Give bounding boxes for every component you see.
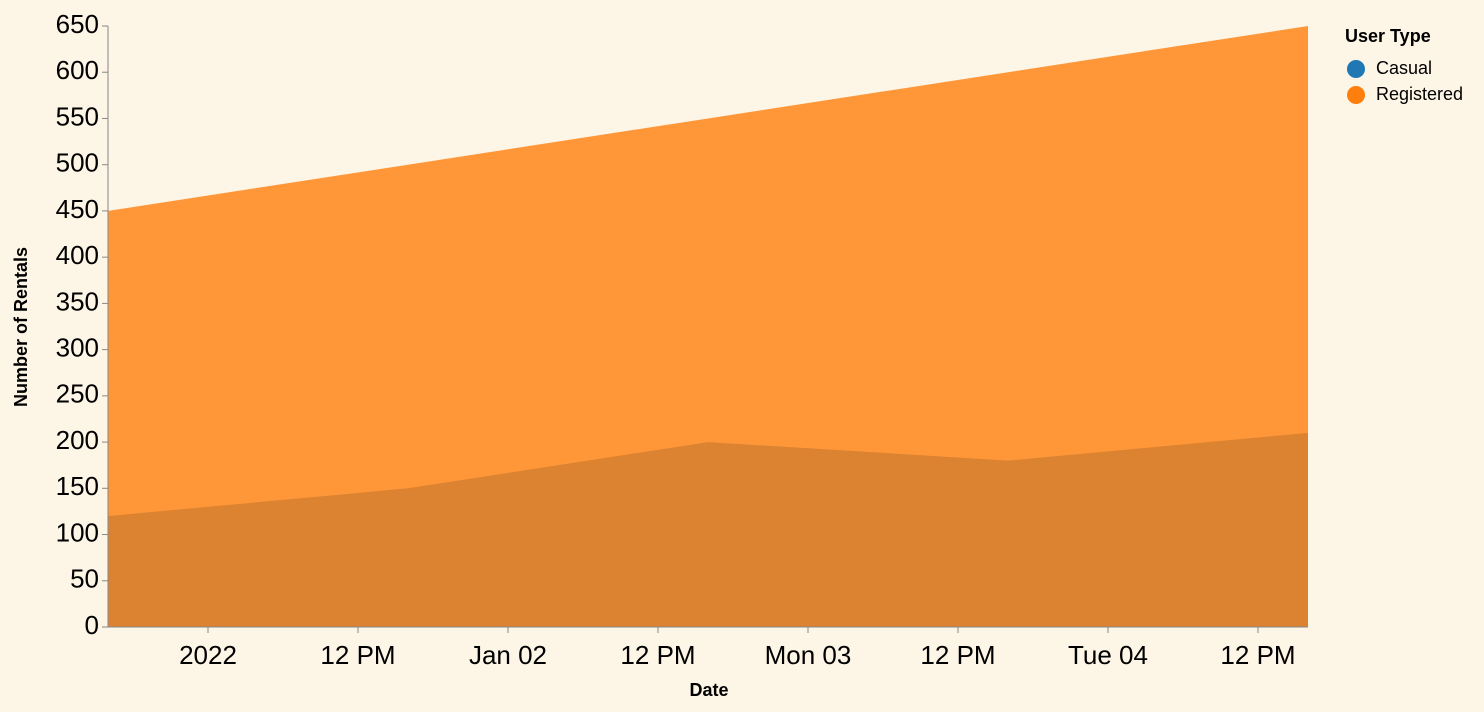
x-tick-label: Tue 04 (1068, 640, 1148, 670)
x-tick-label: 12 PM (320, 640, 395, 670)
y-tick-label: 100 (56, 517, 99, 547)
x-tick-label: 12 PM (920, 640, 995, 670)
y-tick-label: 500 (56, 148, 99, 178)
y-tick-label: 350 (56, 286, 99, 316)
legend-swatch (1347, 86, 1365, 104)
legend-label: Casual (1376, 58, 1432, 78)
y-tick-label: 450 (56, 194, 99, 224)
x-tick-label: 12 PM (620, 640, 695, 670)
area (108, 26, 1308, 627)
y-tick-label: 150 (56, 471, 99, 501)
x-tick-label: Mon 03 (765, 640, 852, 670)
x-tick-label: Jan 02 (469, 640, 547, 670)
y-axis-label: Number of Rentals (11, 247, 31, 407)
x-axis-label: Date (689, 680, 728, 700)
x-tick-label: 12 PM (1220, 640, 1295, 670)
y-tick-label: 250 (56, 379, 99, 409)
y-tick-label: 300 (56, 332, 99, 362)
legend-title: User Type (1345, 26, 1431, 46)
y-tick-label: 600 (56, 55, 99, 85)
legend-swatch (1347, 60, 1365, 78)
y-tick-label: 0 (85, 610, 99, 640)
legend-label: Registered (1376, 84, 1463, 104)
y-tick-label: 200 (56, 425, 99, 455)
y-tick-label: 50 (70, 564, 99, 594)
x-tick-label: 2022 (179, 640, 237, 670)
y-tick-label: 650 (56, 9, 99, 39)
y-tick-label: 400 (56, 240, 99, 270)
y-tick-label: 550 (56, 101, 99, 131)
